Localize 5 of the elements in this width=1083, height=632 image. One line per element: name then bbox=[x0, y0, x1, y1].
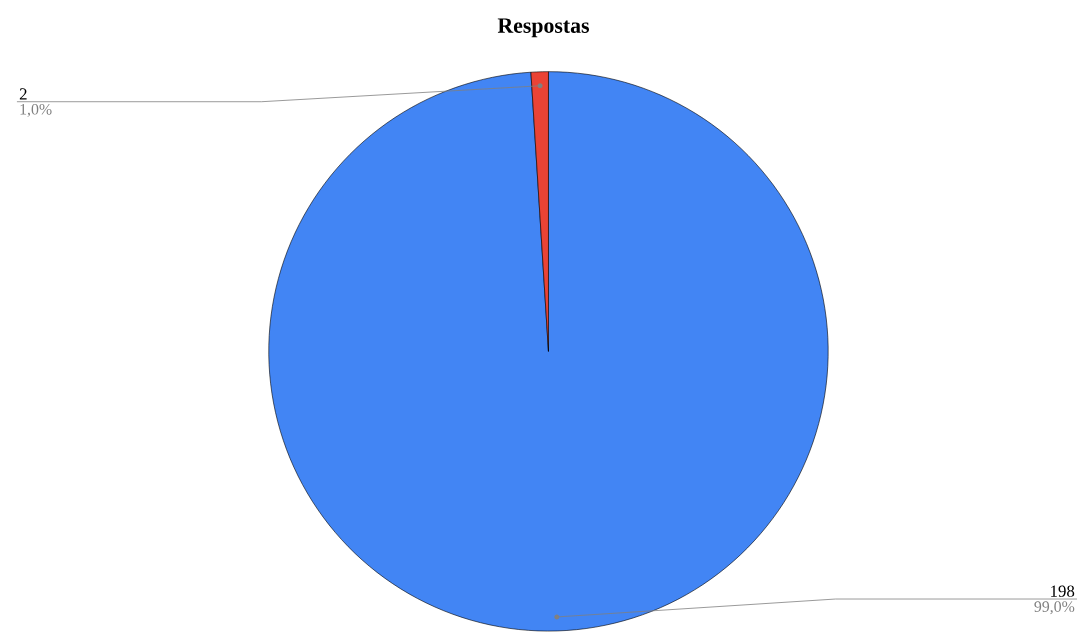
text: 1,0% bbox=[20, 103, 52, 117]
data-label: 198 bbox=[1051, 585, 1075, 597]
chart-title: Respostas bbox=[497, 18, 590, 38]
text: 99,0% bbox=[1034, 601, 1075, 615]
data-label: 2 bbox=[19, 88, 27, 100]
